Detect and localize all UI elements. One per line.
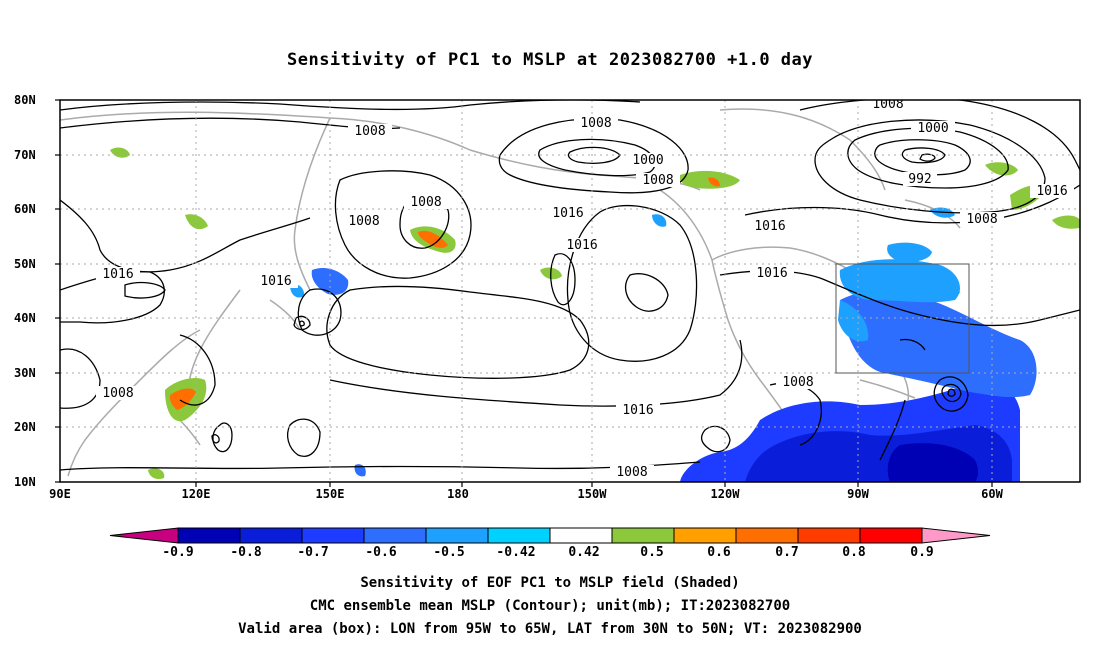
lon-label-90e: 90E (49, 487, 71, 501)
colorbar-swatch (239, 527, 303, 544)
lon-label-150e: 150E (315, 487, 345, 501)
sensitivity-shading (110, 147, 1080, 482)
colorbar (109, 527, 991, 544)
contour-label: 1000 (917, 121, 948, 136)
lon-label-120e: 120E (181, 487, 211, 501)
colorbar-swatch (611, 527, 675, 544)
colorbar-label: -0.5 (433, 545, 465, 560)
colorbar-swatch (549, 527, 613, 544)
colorbar-label: -0.8 (230, 545, 262, 560)
contour-label: 1016 (756, 266, 787, 281)
valid-area-box (835, 263, 970, 374)
contour-labels: 1008 1008 1008 1008 1000 1008 1000 992 1… (96, 97, 1074, 480)
lat-label-40n: 40N (14, 311, 36, 325)
colorbar-label: 0.42 (568, 545, 600, 560)
colorbar-swatch (301, 527, 365, 544)
colorbar-swatch (425, 527, 489, 544)
lon-label-90w: 90W (847, 487, 869, 501)
contour-label: 1008 (580, 116, 611, 131)
contour-label: 1016 (622, 403, 653, 418)
colorbar-swatch (487, 527, 551, 544)
colorbar-swatch (673, 527, 737, 544)
footer-line-1: Sensitivity of EOF PC1 to MSLP field (Sh… (360, 575, 740, 591)
map-frame (59, 99, 1081, 483)
footer-line-2: CMC ensemble mean MSLP (Contour); unit(m… (309, 598, 791, 614)
colorbar-label: 0.9 (910, 545, 934, 560)
contour-label: 1008 (348, 214, 379, 229)
lat-label-70n: 70N (14, 148, 36, 162)
contour-label: 1008 (642, 173, 673, 188)
lat-label-80n: 80N (14, 93, 36, 107)
contour-label: 1008 (102, 386, 133, 401)
lat-label-50n: 50N (14, 257, 36, 271)
contour-label: 1016 (754, 219, 785, 234)
colorbar-label: -0.6 (365, 545, 397, 560)
lon-label-180: 180 (447, 487, 469, 501)
colorbar-arrow-high (921, 527, 991, 544)
colorbar-arrow-low (109, 527, 179, 544)
contour-label: 1016 (566, 238, 597, 253)
contour-label: 1008 (616, 465, 647, 480)
contour-label: 992 (908, 172, 931, 187)
colorbar-label: -0.9 (162, 545, 194, 560)
contour-label: 1016 (102, 267, 133, 282)
lat-label-10n: 10N (14, 475, 36, 489)
contour-label: 1008 (782, 375, 813, 390)
footer-line-3: Valid area (box): LON from 95W to 65W, L… (238, 621, 862, 637)
contour-label: 1008 (966, 212, 997, 227)
contour-label: 1000 (632, 153, 663, 168)
contour-label: 1016 (1036, 184, 1067, 199)
lat-label-60n: 60N (14, 202, 36, 216)
contour-label: 1016 (260, 274, 291, 289)
contour-label: 1008 (354, 124, 385, 139)
colorbar-label: -0.7 (297, 545, 329, 560)
contour-label: 1008 (410, 195, 441, 210)
colorbar-label: -0.42 (496, 545, 536, 560)
colorbar-swatch (797, 527, 861, 544)
colorbar-label: 0.8 (842, 545, 866, 560)
chart-title: Sensitivity of PC1 to MSLP at 2023082700… (286, 50, 813, 70)
contour-label: 1008 (872, 97, 903, 112)
lon-label-120w: 120W (710, 487, 740, 501)
lat-label-30n: 30N (14, 366, 36, 380)
grid-lines (60, 100, 1080, 482)
lon-label-60w: 60W (981, 487, 1003, 501)
colorbar-label: 0.7 (775, 545, 799, 560)
lat-label-20n: 20N (14, 420, 36, 434)
axis-ticks (55, 99, 993, 487)
colorbar-swatch (859, 527, 923, 544)
lon-label-150w: 150W (577, 487, 607, 501)
colorbar-label: 0.6 (707, 545, 731, 560)
colorbar-swatch (177, 527, 241, 544)
colorbar-swatch (735, 527, 799, 544)
colorbar-label: 0.5 (640, 545, 664, 560)
contour-label: 1016 (552, 206, 583, 221)
colorbar-swatch (363, 527, 427, 544)
